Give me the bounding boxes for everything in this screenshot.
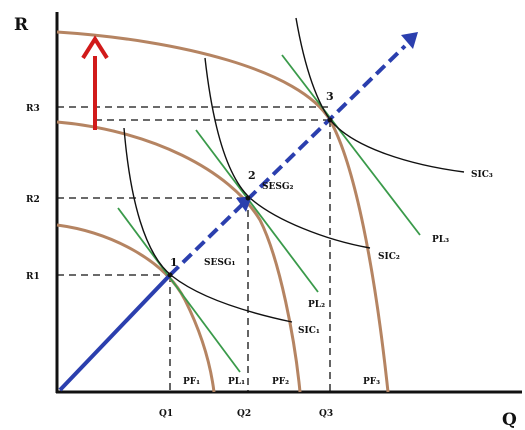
tick-q3: Q3 bbox=[319, 409, 333, 419]
point-2-label: 2 bbox=[248, 169, 256, 182]
point-1-label: 1 bbox=[170, 256, 178, 269]
expansion-solid bbox=[58, 273, 172, 392]
pl1-label: PL₁ bbox=[228, 377, 245, 387]
production-frontiers bbox=[56, 30, 390, 393]
pl2-label: PL₂ bbox=[308, 300, 325, 310]
sesg2-label: SESG₂ bbox=[262, 182, 294, 192]
pf1-label: PF₁ bbox=[183, 377, 200, 387]
sesg1-label: SESG₁ bbox=[204, 258, 236, 268]
point-3 bbox=[327, 117, 333, 123]
tick-r2: R2 bbox=[26, 195, 40, 205]
pl2-line bbox=[195, 129, 319, 293]
tick-r3: R3 bbox=[26, 104, 40, 114]
sic1-label: SIC₁ bbox=[298, 326, 320, 336]
guide-lines bbox=[57, 106, 331, 392]
point-3-label: 3 bbox=[326, 90, 334, 103]
pf2-label: PF₂ bbox=[272, 377, 289, 387]
pl3-line bbox=[281, 54, 421, 236]
pf3-label: PF₃ bbox=[363, 377, 380, 387]
indifference-curves bbox=[123, 17, 465, 323]
sic3-curve bbox=[295, 17, 465, 173]
tick-q1: Q1 bbox=[159, 409, 173, 419]
y-axis-label: R bbox=[14, 15, 29, 35]
pf2-curve bbox=[56, 120, 302, 393]
point-1 bbox=[167, 272, 173, 278]
sic2-label: SIC₂ bbox=[378, 252, 400, 262]
tick-q2: Q2 bbox=[237, 409, 251, 419]
frontier-shift-arrow bbox=[81, 35, 109, 130]
x-axis-label: Q bbox=[502, 410, 517, 430]
pl3-label: PL₃ bbox=[432, 235, 449, 245]
point-2 bbox=[245, 195, 251, 201]
expansion-dashed bbox=[168, 44, 407, 277]
tick-r1: R1 bbox=[26, 272, 40, 282]
pl1-line bbox=[117, 207, 241, 373]
expansion-path bbox=[58, 32, 418, 392]
expansion-arrowhead-b bbox=[401, 32, 418, 49]
sic3-label: SIC₃ bbox=[471, 170, 493, 180]
equilibrium-points bbox=[167, 117, 333, 278]
pf3-curve bbox=[56, 30, 390, 393]
price-lines bbox=[117, 54, 421, 373]
